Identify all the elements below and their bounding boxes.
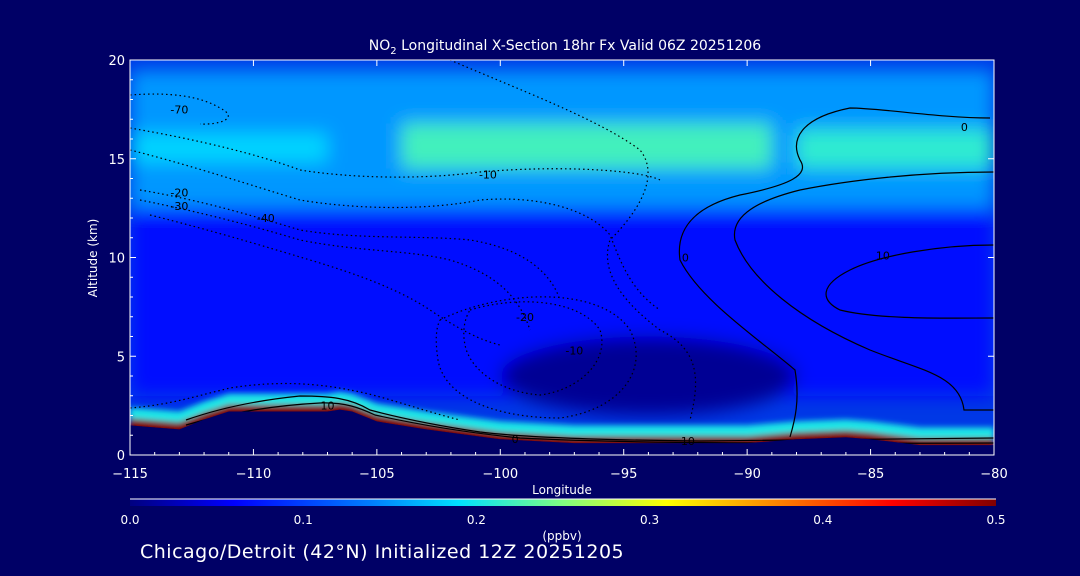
y-axis: 0 5 10 15 20 xyxy=(108,54,994,464)
terrain xyxy=(130,409,994,455)
contour-label: 0 xyxy=(512,433,519,446)
contour-label: 0 xyxy=(682,252,689,265)
contour-solid-inner xyxy=(825,244,994,319)
field-region xyxy=(500,336,797,416)
contour-label: -20 xyxy=(516,311,534,324)
y-tick-label: 5 xyxy=(117,350,125,365)
contour-solid-0-left xyxy=(678,107,991,438)
x-tick-label: −80 xyxy=(980,467,1007,482)
footer-caption: Chicago/Detroit (42°N) Initialized 12Z 2… xyxy=(140,541,625,563)
chart-title-suffix: Longitudinal X-Section 18hr Fx Valid 06Z… xyxy=(397,38,762,54)
y-tick-label: 15 xyxy=(108,153,125,168)
y-tick-label: 10 xyxy=(108,252,125,267)
x-tick-label: −90 xyxy=(733,467,760,482)
contour-label: -30 xyxy=(170,200,188,213)
contour-solid-terrain-10 xyxy=(185,402,994,444)
x-tick-label: −100 xyxy=(482,467,518,482)
x-tick-label: −85 xyxy=(857,467,884,482)
contour-label: 10 xyxy=(320,400,334,413)
contour-dotted-right xyxy=(449,60,697,421)
contour-dotted-stack2 xyxy=(139,199,531,331)
field-region xyxy=(130,133,328,163)
y-tick-label: 20 xyxy=(108,54,125,69)
x-tick-label: −95 xyxy=(610,467,637,482)
colorbar-tick-label: 0.1 xyxy=(294,513,313,527)
contour-label: -10 xyxy=(479,169,497,182)
chart-title: NO2 Longitudinal X-Section 18hr Fx Valid… xyxy=(369,38,762,57)
terrain-layer xyxy=(130,409,994,455)
contour-label: -20 xyxy=(170,186,188,199)
y-axis-label: Altitude (km) xyxy=(86,219,100,298)
colorbar-tick-label: 0.0 xyxy=(120,513,139,527)
contour-layer xyxy=(130,60,994,444)
chart-title-subscript: 2 xyxy=(390,46,396,57)
contour-label: -10 xyxy=(565,344,583,357)
x-tick-label: −105 xyxy=(359,467,395,482)
x-tick-label: −110 xyxy=(236,467,272,482)
contour-dotted-min-b xyxy=(435,296,637,419)
colorbar-tick-label: 0.2 xyxy=(467,513,486,527)
colorbar-tick-label: 0.3 xyxy=(640,513,659,527)
chart-title-prefix: NO xyxy=(369,38,391,54)
contour-dotted-min-a xyxy=(463,301,603,396)
contour-label: -40 xyxy=(257,212,275,225)
contour-label: 0 xyxy=(961,121,968,134)
colorbar-gradient xyxy=(130,499,996,506)
contour-label: -70 xyxy=(170,103,188,116)
field-region xyxy=(401,123,772,169)
colorbar-ticks: 0.0 0.1 0.2 0.3 0.4 0.5 xyxy=(120,513,1005,527)
x-axis: −115 −110 −105 −100 −95 −90 −85 −80 xyxy=(112,60,1008,482)
colorbar: 0.0 0.1 0.2 0.3 0.4 0.5 (ppbv) xyxy=(120,498,1006,543)
contour-label: 10 xyxy=(876,250,890,263)
field-layer xyxy=(130,69,994,416)
y-tick-label: 0 xyxy=(117,449,125,464)
field-region xyxy=(796,129,994,169)
colorbar-tick-label: 0.5 xyxy=(986,513,1005,527)
colorbar-tick-label: 0.4 xyxy=(813,513,832,527)
contour-solid-10-mid xyxy=(733,171,994,411)
contour-label: 10 xyxy=(681,435,695,448)
contour-dotted-upper xyxy=(130,127,661,181)
x-axis-label: Longitude xyxy=(532,483,592,497)
colorbar-label: (ppbv) xyxy=(542,529,581,543)
x-tick-label: −115 xyxy=(112,467,148,482)
